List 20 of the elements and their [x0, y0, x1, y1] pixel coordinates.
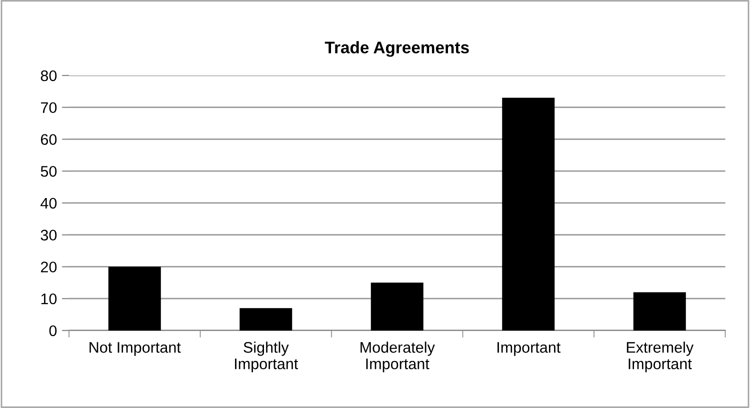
y-tick-label: 0	[49, 325, 57, 336]
x-tick-label: Important	[498, 342, 561, 356]
bar	[240, 308, 292, 330]
y-tick-label: 50	[40, 166, 57, 177]
bar	[108, 266, 161, 330]
y-tick-label: 40	[40, 198, 57, 209]
x-tick-label: Extremely Important	[626, 342, 694, 372]
y-tick-label: 60	[40, 134, 57, 145]
y-tick-label: 70	[40, 102, 57, 114]
chart-title: Trade Agreements	[324, 41, 469, 57]
x-tick-label: Not Important	[90, 342, 181, 356]
x-tick-label: Sightly Important	[235, 342, 298, 372]
y-tick-label: 30	[40, 230, 57, 241]
bar	[633, 292, 686, 330]
bar	[502, 98, 555, 330]
x-tick-label: Moderately Important	[360, 342, 435, 372]
bar	[370, 282, 424, 330]
y-tick-label: 20	[40, 262, 57, 272]
y-tick-label: 10	[41, 293, 57, 304]
y-tick-label: 80	[40, 70, 57, 82]
